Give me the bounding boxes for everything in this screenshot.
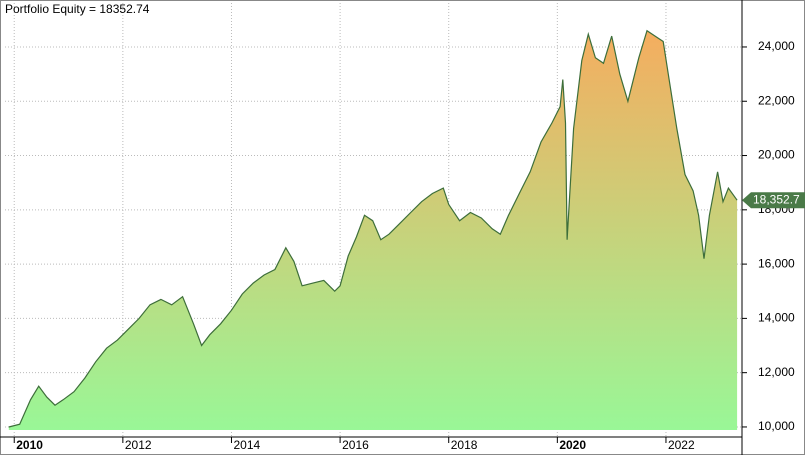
x-tick-label: 2016 [342,438,369,452]
equity-line [8,29,738,428]
y-tick-label: 20,000 [758,148,795,162]
x-tick-label: 2022 [668,438,695,452]
y-tick-label: 16,000 [758,256,795,270]
last-value-label: 18,352.7 [753,192,800,206]
x-tick-label: 2020 [559,438,586,452]
x-tick-label: 2014 [233,438,260,452]
last-value-marker [742,192,805,209]
y-tick-label: 12,000 [758,365,795,379]
x-tick-label: 2010 [16,438,43,452]
y-tick-label: 24,000 [758,39,795,53]
y-tick-label: 14,000 [758,311,795,325]
x-tick-label: 2018 [451,438,478,452]
equity-area [8,30,738,430]
y-tick-label: 22,000 [758,93,795,107]
y-tick-label: 10,000 [758,419,795,433]
chart-title: Portfolio Equity = 18352.74 [5,2,150,16]
x-tick-label: 2012 [125,438,152,452]
